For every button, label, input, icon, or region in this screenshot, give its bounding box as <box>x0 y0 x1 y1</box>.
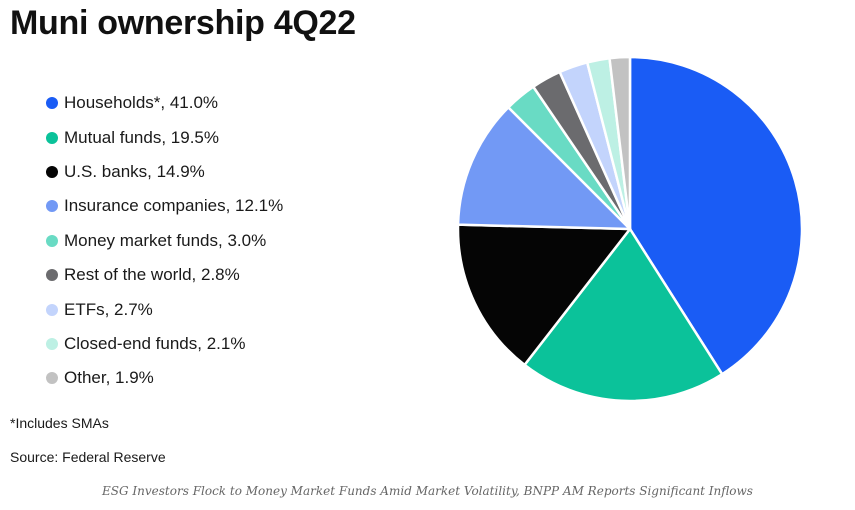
legend-label: ETFs, 2.7% <box>64 299 153 319</box>
source-note: Source: Federal Reserve <box>10 449 166 465</box>
chart-title: Muni ownership 4Q22 <box>10 4 356 42</box>
legend-label: Other, 1.9% <box>64 368 154 388</box>
legend-label: Insurance companies, 12.1% <box>64 196 284 216</box>
pie-slice-u-s-banks <box>456 223 632 367</box>
pie-chart <box>456 55 804 403</box>
pie-slice-other <box>608 55 632 231</box>
pie-slice-mutual-funds <box>523 227 724 403</box>
legend-swatch <box>46 97 58 110</box>
legend-label: Closed-end funds, 2.1% <box>64 333 246 353</box>
legend-label: U.S. banks, 14.9% <box>64 161 205 181</box>
legend-item-etfs: ETFs, 2.7% <box>46 292 283 326</box>
legend-swatch <box>46 200 58 213</box>
legend-item-closed-end-funds: Closed-end funds, 2.1% <box>46 327 283 361</box>
pie-slice-insurance-companies <box>456 106 632 231</box>
legend-item-other: Other, 1.9% <box>46 361 283 395</box>
chart-legend: Households*, 41.0% Mutual funds, 19.5% U… <box>46 86 283 396</box>
legend-swatch <box>46 337 58 350</box>
legend-swatch <box>46 131 58 144</box>
legend-swatch <box>46 234 58 247</box>
legend-item-us-banks: U.S. banks, 14.9% <box>46 155 283 189</box>
footnote: *Includes SMAs <box>10 415 109 431</box>
article-caption: ESG Investors Flock to Money Market Fund… <box>102 484 753 498</box>
legend-item-insurance-companies: Insurance companies, 12.1% <box>46 189 283 223</box>
legend-item-households: Households*, 41.0% <box>46 86 283 120</box>
legend-swatch <box>46 303 58 316</box>
legend-swatch <box>46 165 58 178</box>
legend-label: Money market funds, 3.0% <box>64 230 267 250</box>
legend-label: Mutual funds, 19.5% <box>64 127 219 147</box>
legend-item-rest-of-world: Rest of the world, 2.8% <box>46 258 283 292</box>
legend-label: Households*, 41.0% <box>64 93 219 113</box>
legend-item-money-market-funds: Money market funds, 3.0% <box>46 224 283 258</box>
legend-swatch <box>46 269 58 282</box>
legend-item-mutual-funds: Mutual funds, 19.5% <box>46 120 283 154</box>
legend-label: Rest of the world, 2.8% <box>64 265 240 285</box>
legend-swatch <box>46 372 58 385</box>
